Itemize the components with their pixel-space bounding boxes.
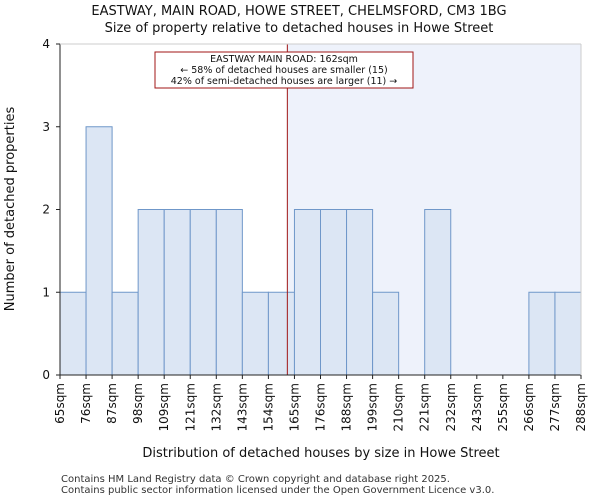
y-tick-label: 4 [42, 37, 50, 51]
bar-176sqm [320, 209, 348, 376]
y-tick-label: 3 [42, 120, 50, 134]
y-tick-label: 0 [42, 368, 50, 382]
x-tick-label: 221sqm [418, 383, 432, 431]
bar-199sqm [372, 291, 400, 376]
annotation-line-3: 42% of semi-detached houses are larger (… [171, 76, 398, 87]
x-tick-label: 154sqm [261, 383, 275, 431]
x-tick-label: 199sqm [366, 383, 380, 431]
x-tick-label: 243sqm [470, 383, 484, 431]
bar-277sqm [554, 291, 582, 376]
bar-121sqm [189, 209, 217, 376]
x-tick-label: 165sqm [287, 383, 301, 431]
x-tick-label: 277sqm [548, 383, 562, 431]
bar-87sqm [111, 291, 139, 376]
chart-title: EASTWAY, MAIN ROAD, HOWE STREET, CHELMSF… [91, 4, 506, 19]
bar-132sqm [215, 209, 243, 376]
x-tick-label: 188sqm [340, 383, 354, 431]
x-tick-label: 143sqm [235, 383, 249, 431]
bar-266sqm [528, 291, 556, 376]
bar-143sqm [241, 291, 269, 376]
x-tick-label: 176sqm [314, 383, 328, 431]
annotation-line-2: ← 58% of detached houses are smaller (15… [180, 65, 387, 76]
bar-76sqm [85, 126, 113, 376]
y-tick-label: 2 [42, 203, 50, 217]
x-tick-label: 109sqm [157, 383, 171, 431]
x-axis-label: Distribution of detached houses by size … [142, 446, 499, 461]
x-tick-label: 266sqm [522, 383, 536, 431]
x-tick-label: 76sqm [79, 383, 93, 424]
x-tick-label: 288sqm [574, 383, 588, 431]
footer-line-2: Contains public sector information licen… [61, 485, 495, 496]
x-tick-label: 121sqm [183, 383, 197, 431]
bar-154sqm [267, 291, 295, 376]
bar-221sqm [424, 209, 452, 376]
annotation-box [154, 51, 414, 89]
bar-65sqm [59, 291, 87, 376]
x-tick-label: 87sqm [105, 383, 119, 424]
y-axis-label: Number of detached properties [3, 107, 18, 312]
y-ticks: 0 1 2 3 4 [42, 37, 60, 382]
bar-165sqm [293, 209, 322, 376]
y-tick-label: 1 [42, 285, 50, 299]
bar-98sqm [137, 209, 165, 376]
x-tick-label: 232sqm [444, 383, 458, 431]
chart-subtitle: Size of property relative to detached ho… [105, 21, 494, 36]
x-tick-label: 98sqm [131, 383, 145, 424]
annotation-line-1: EASTWAY MAIN ROAD: 162sqm [210, 54, 358, 65]
bar-109sqm [163, 209, 191, 376]
marker-annotation: EASTWAY MAIN ROAD: 162sqm ← 58% of detac… [154, 51, 414, 89]
x-tick-label: 210sqm [392, 383, 406, 431]
bars-group [59, 126, 582, 376]
x-ticks: 65sqm 76sqm 87sqm 98sqm 109sqm 121sqm 132sqm 14… [53, 375, 588, 431]
x-tick-label: 255sqm [496, 383, 510, 431]
footer-line-1: Contains HM Land Registry data © Crown c… [61, 474, 450, 485]
bar-188sqm [346, 209, 374, 376]
x-tick-label: 132sqm [209, 383, 223, 431]
x-tick-label: 65sqm [53, 383, 67, 424]
